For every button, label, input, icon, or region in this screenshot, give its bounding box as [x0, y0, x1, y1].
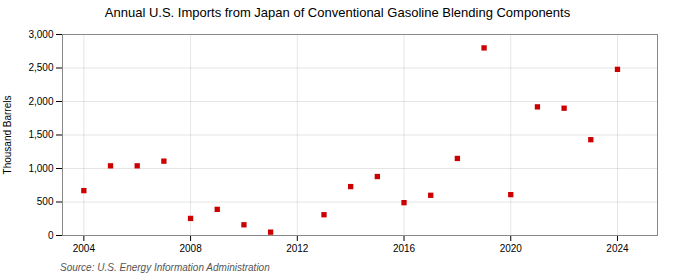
svg-text:500: 500	[37, 196, 54, 207]
svg-text:2008: 2008	[179, 243, 202, 254]
svg-text:2012: 2012	[286, 243, 309, 254]
svg-text:3,000: 3,000	[28, 29, 53, 40]
svg-text:2024: 2024	[606, 243, 629, 254]
html-text:Source: U.S. Energy Informatio: Source: U.S. Energy Information Administ…	[60, 262, 270, 273]
svg-text:2,000: 2,000	[28, 96, 53, 107]
svg-text:2020: 2020	[500, 243, 523, 254]
svg-text:1,000: 1,000	[28, 163, 53, 174]
svg-text:1,500: 1,500	[28, 129, 53, 140]
svg-text:2,500: 2,500	[28, 62, 53, 73]
svg-text:0: 0	[48, 230, 54, 241]
svg-text:2016: 2016	[393, 243, 416, 254]
html-text:Annual U.S. Imports from Japan: Annual U.S. Imports from Japan of Conven…	[104, 5, 571, 20]
svg-text:Thousand Barrels: Thousand Barrels	[2, 96, 13, 175]
svg-text:2004: 2004	[73, 243, 96, 254]
